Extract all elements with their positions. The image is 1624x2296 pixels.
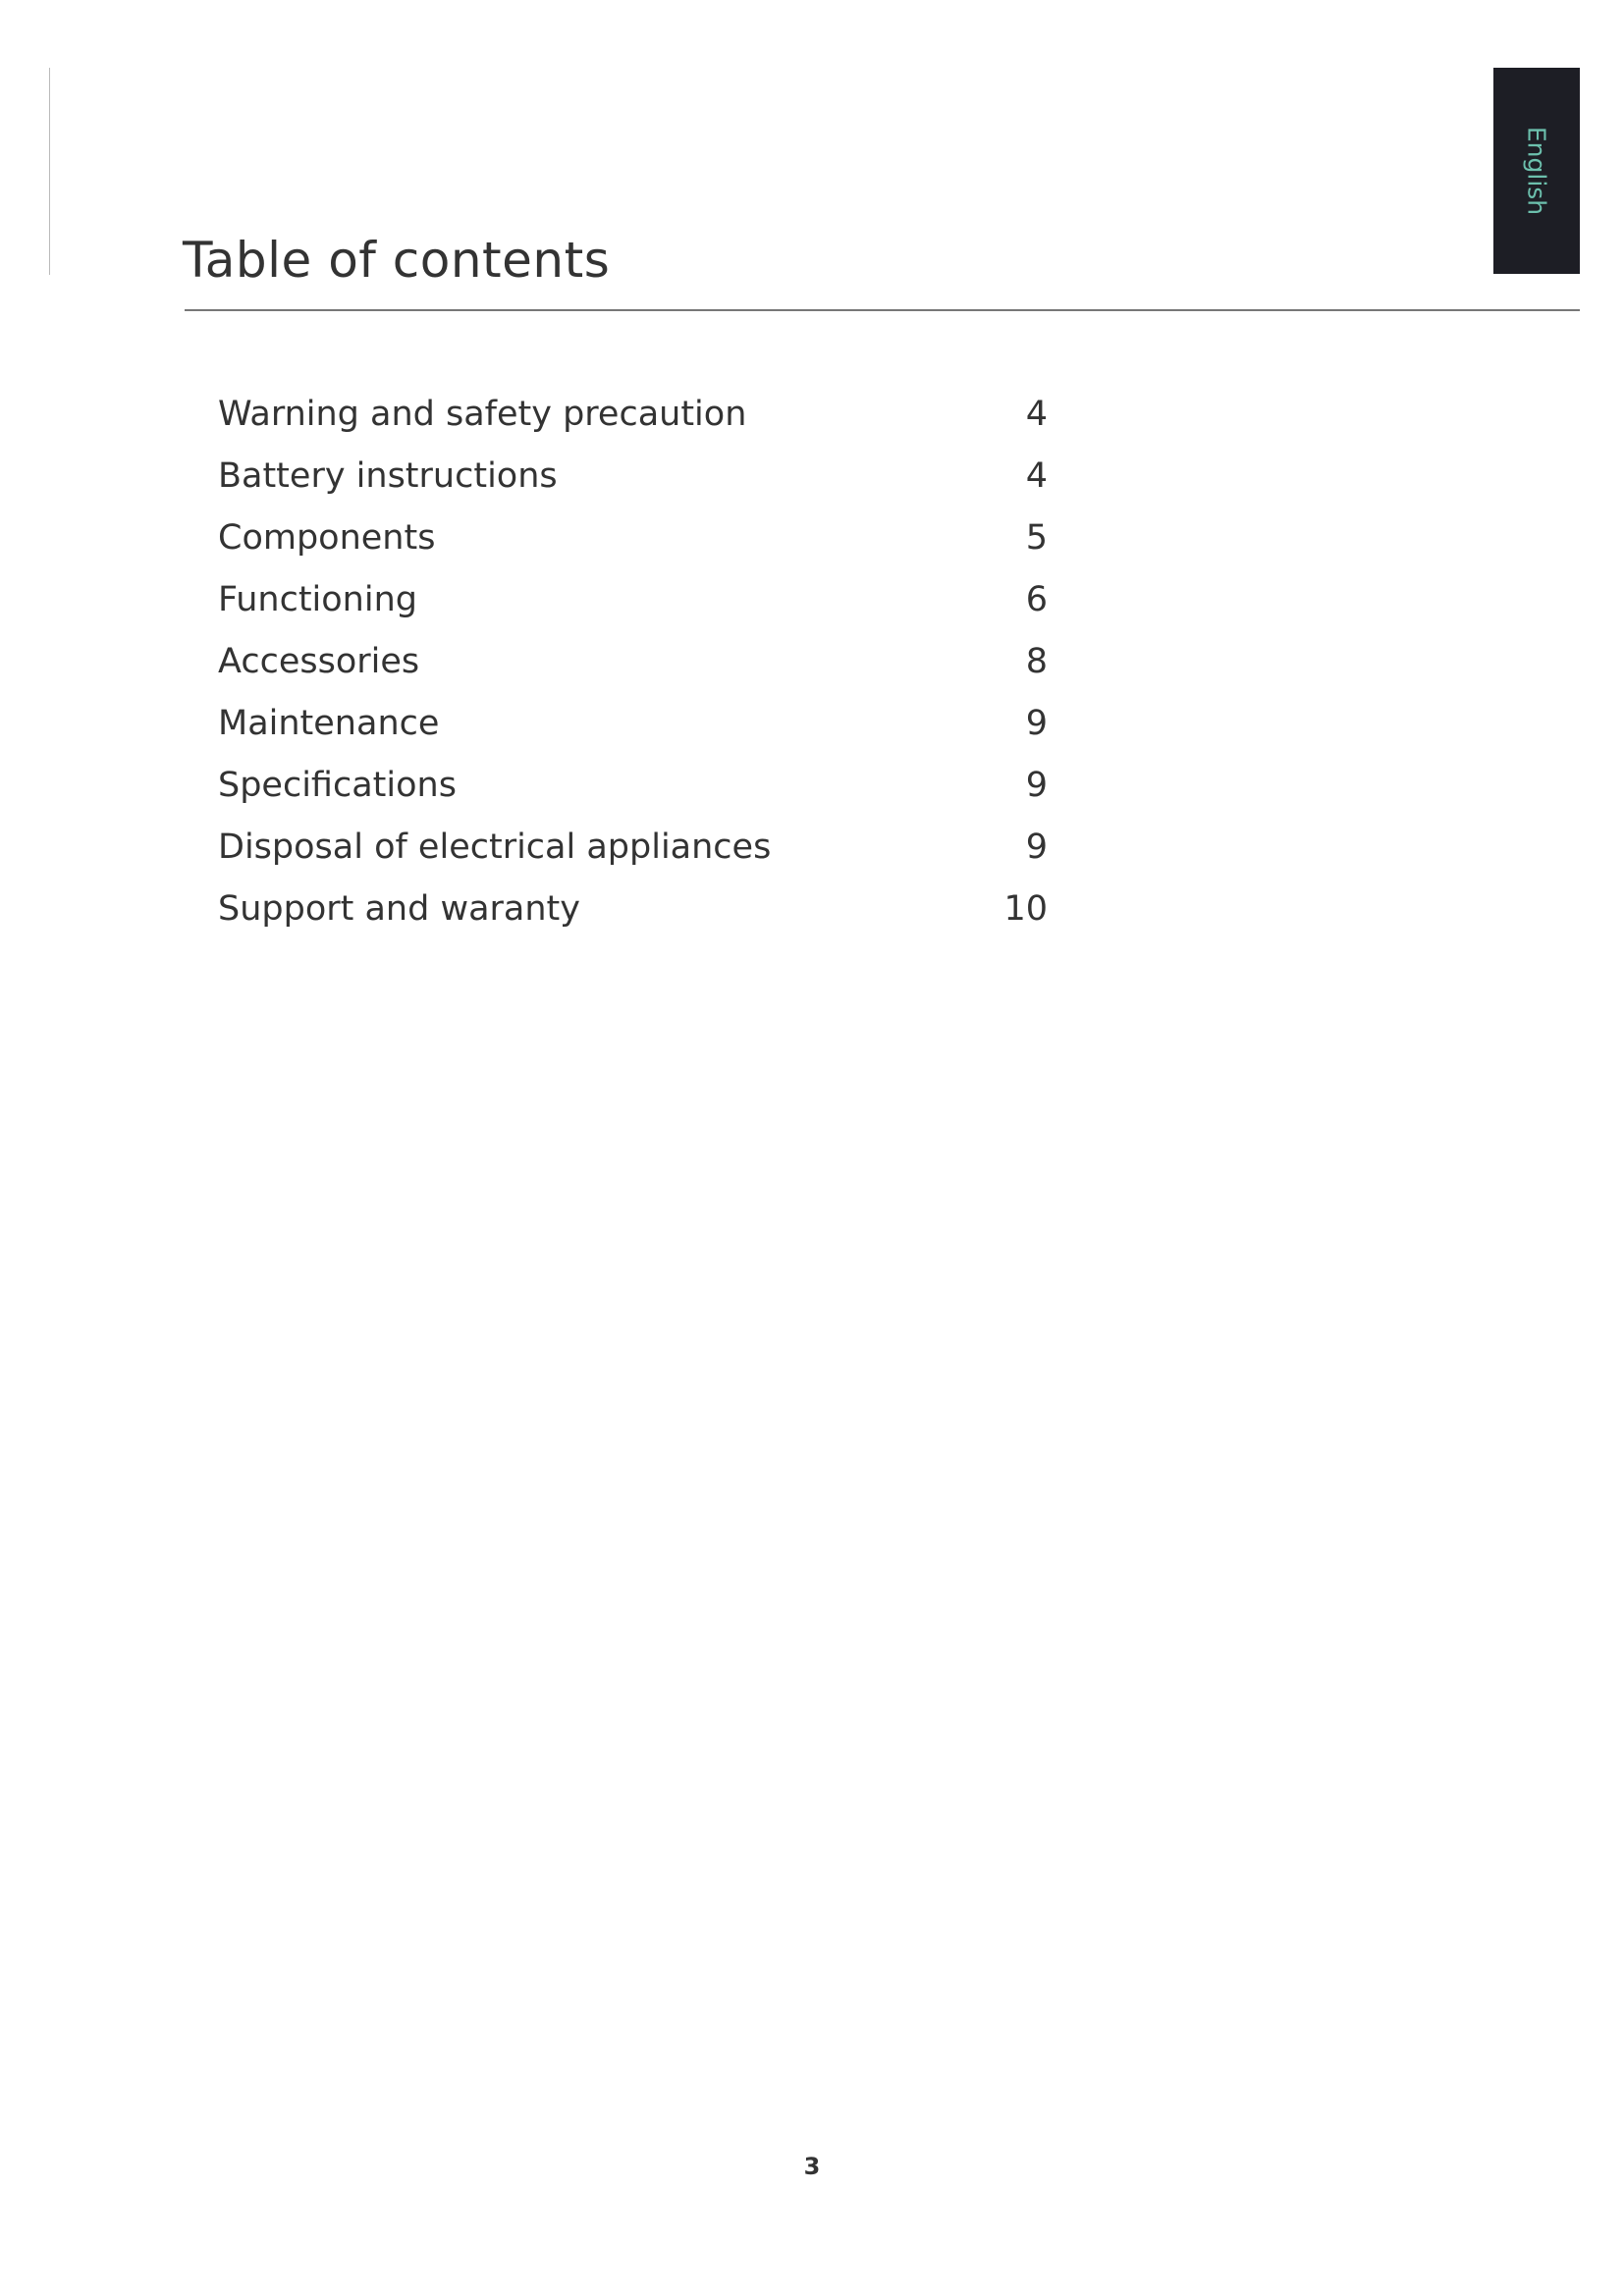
title-divider — [185, 309, 1580, 311]
toc-entry-page: 6 — [1025, 579, 1048, 619]
toc-entry-page: 5 — [1025, 517, 1048, 558]
margin-rule — [49, 68, 50, 275]
toc-entry[interactable]: Support and waranty 10 — [218, 878, 1048, 939]
toc-entry-page: 9 — [1025, 703, 1048, 743]
page-title: Table of contents — [183, 232, 611, 289]
toc-entry-label: Maintenance — [218, 703, 440, 743]
toc-entry-page: 4 — [1025, 455, 1048, 496]
toc-entry-label: Disposal of electrical appliances — [218, 827, 772, 867]
page-number: 3 — [803, 2153, 821, 2180]
toc-entry-page: 10 — [1003, 888, 1048, 929]
toc-entry[interactable]: Functioning 6 — [218, 568, 1048, 630]
toc-entry[interactable]: Battery instructions 4 — [218, 445, 1048, 507]
toc-entry-label: Warning and safety precaution — [218, 394, 747, 434]
toc-entry-page: 4 — [1025, 394, 1048, 434]
language-tab: English — [1493, 68, 1580, 274]
toc-entry[interactable]: Warning and safety precaution 4 — [218, 383, 1048, 445]
toc-entry-page: 8 — [1025, 641, 1048, 681]
toc-entry-page: 9 — [1025, 765, 1048, 805]
toc-entry-page: 9 — [1025, 827, 1048, 867]
toc-entry-label: Accessories — [218, 641, 420, 681]
toc-list: Warning and safety precaution 4 Battery in… — [218, 383, 1048, 939]
toc-entry-label: Functioning — [218, 579, 417, 619]
toc-entry-label: Specifications — [218, 765, 457, 805]
toc-entry[interactable]: Disposal of electrical appliances 9 — [218, 816, 1048, 878]
toc-entry-label: Components — [218, 517, 436, 558]
toc-entry[interactable]: Accessories 8 — [218, 630, 1048, 692]
toc-entry-label: Support and waranty — [218, 888, 580, 929]
toc-entry[interactable]: Specifications 9 — [218, 754, 1048, 816]
toc-entry[interactable]: Maintenance 9 — [218, 692, 1048, 754]
toc-entry[interactable]: Components 5 — [218, 507, 1048, 568]
language-tab-label: English — [1522, 126, 1551, 216]
toc-entry-label: Battery instructions — [218, 455, 558, 496]
